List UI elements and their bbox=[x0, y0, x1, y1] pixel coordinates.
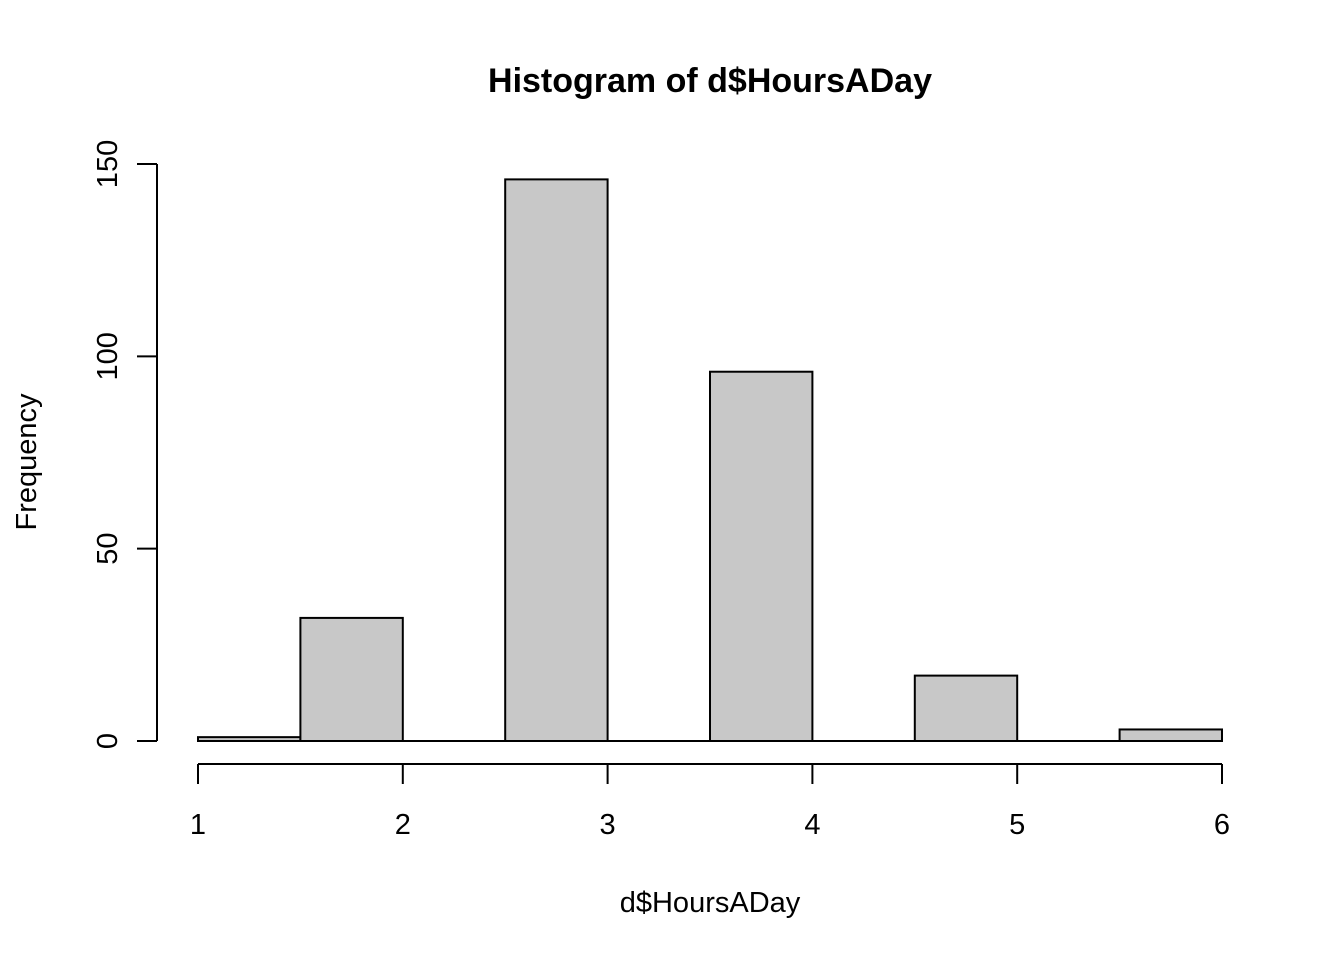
histogram-bar bbox=[709, 370, 814, 742]
y-tick-label: 100 bbox=[92, 332, 124, 380]
histogram-bar bbox=[1118, 728, 1223, 743]
bars-group bbox=[197, 178, 1223, 743]
y-tick-label: 50 bbox=[92, 533, 124, 565]
x-tick-label: 6 bbox=[1214, 809, 1230, 841]
histogram-bar bbox=[197, 736, 302, 742]
x-tick-label: 5 bbox=[1009, 809, 1025, 841]
y-ticks-group: 0 50 100 150 bbox=[92, 140, 157, 749]
x-tick-label: 4 bbox=[804, 809, 820, 841]
x-axis-label: d$HoursADay bbox=[620, 887, 801, 919]
y-axis-label: Frequency bbox=[11, 393, 43, 531]
x-tick-label: 2 bbox=[395, 809, 411, 841]
histogram-bar bbox=[504, 178, 609, 743]
y-tick-label: 150 bbox=[92, 140, 124, 188]
y-tick-label: 0 bbox=[92, 733, 124, 749]
x-ticks-group: 1 2 3 4 5 6 bbox=[190, 764, 1230, 841]
histogram-bar bbox=[913, 674, 1019, 743]
x-tick-label: 1 bbox=[190, 809, 206, 841]
histogram-bar bbox=[299, 616, 404, 743]
chart-title: Histogram of d$HoursADay bbox=[488, 62, 932, 100]
x-tick-label: 3 bbox=[600, 809, 616, 841]
